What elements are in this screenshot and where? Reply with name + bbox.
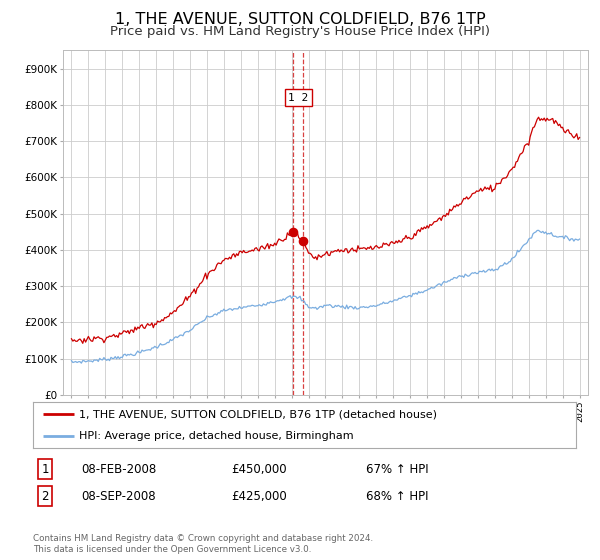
Text: 2: 2: [41, 489, 49, 503]
Point: [299, 236, 308, 245]
Text: 1, THE AVENUE, SUTTON COLDFIELD, B76 1TP (detached house): 1, THE AVENUE, SUTTON COLDFIELD, B76 1TP…: [79, 409, 437, 419]
Text: This data is licensed under the Open Government Licence v3.0.: This data is licensed under the Open Gov…: [33, 545, 311, 554]
Text: 08-SEP-2008: 08-SEP-2008: [81, 489, 155, 503]
Text: 68% ↑ HPI: 68% ↑ HPI: [366, 489, 428, 503]
Text: 1, THE AVENUE, SUTTON COLDFIELD, B76 1TP: 1, THE AVENUE, SUTTON COLDFIELD, B76 1TP: [115, 12, 485, 27]
Text: Contains HM Land Registry data © Crown copyright and database right 2024.: Contains HM Land Registry data © Crown c…: [33, 534, 373, 543]
Point: [289, 227, 298, 236]
Text: 67% ↑ HPI: 67% ↑ HPI: [366, 463, 428, 476]
Text: £425,000: £425,000: [231, 489, 287, 503]
Text: 1: 1: [41, 463, 49, 476]
Text: 08-FEB-2008: 08-FEB-2008: [81, 463, 156, 476]
Text: £450,000: £450,000: [231, 463, 287, 476]
Text: HPI: Average price, detached house, Birmingham: HPI: Average price, detached house, Birm…: [79, 431, 354, 441]
Text: 1 2: 1 2: [288, 92, 308, 102]
Text: Price paid vs. HM Land Registry's House Price Index (HPI): Price paid vs. HM Land Registry's House …: [110, 25, 490, 38]
